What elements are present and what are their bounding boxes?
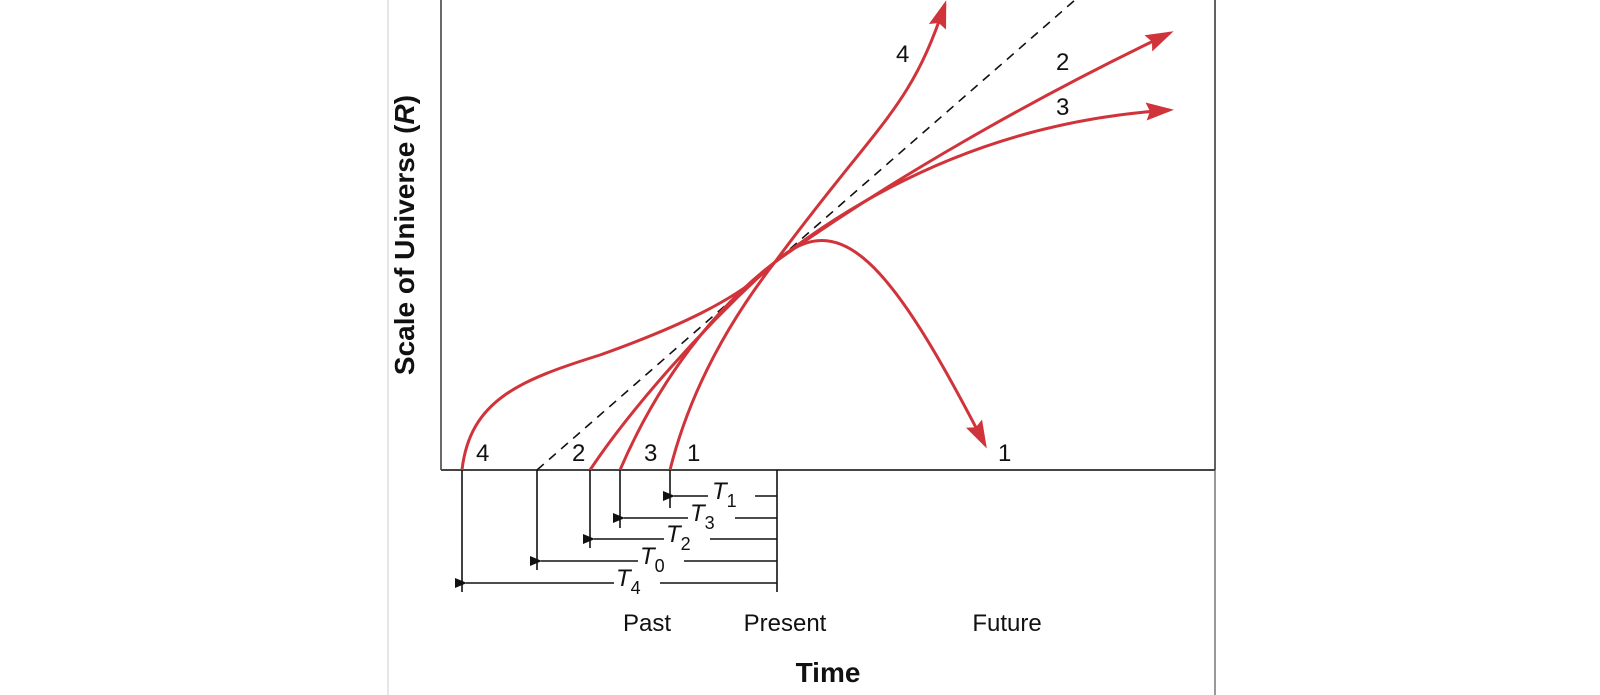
curve-3-end-label: 3: [1056, 94, 1069, 121]
present-label: Present: [744, 610, 827, 637]
y-axis-title: Scale of Universe (R): [389, 95, 420, 375]
future-label: Future: [972, 610, 1041, 637]
curve-2-end-label: 2: [1056, 49, 1069, 76]
curve-1-start-label: 1: [687, 440, 700, 467]
curve-1-end-label: 1: [998, 440, 1011, 467]
curve-2-start-label: 2: [572, 440, 585, 467]
t2-label: T2: [666, 521, 691, 554]
past-label: Past: [623, 610, 671, 637]
curve-4-end-label: 4: [896, 41, 909, 68]
curve-3-start-label: 3: [644, 440, 657, 467]
x-axis-title: Time: [796, 657, 861, 688]
linear-expansion-reference-line: [536, 0, 1076, 471]
t3-label: T3: [690, 500, 715, 533]
t0-label: T0: [640, 543, 665, 576]
t1-label: T1: [712, 478, 737, 511]
curve-1: [668, 239, 987, 471]
t4-label: T4: [616, 565, 641, 598]
curve-4: [460, 0, 947, 471]
curve-4-start-label: 4: [476, 440, 489, 467]
curve-2: [588, 31, 1174, 471]
